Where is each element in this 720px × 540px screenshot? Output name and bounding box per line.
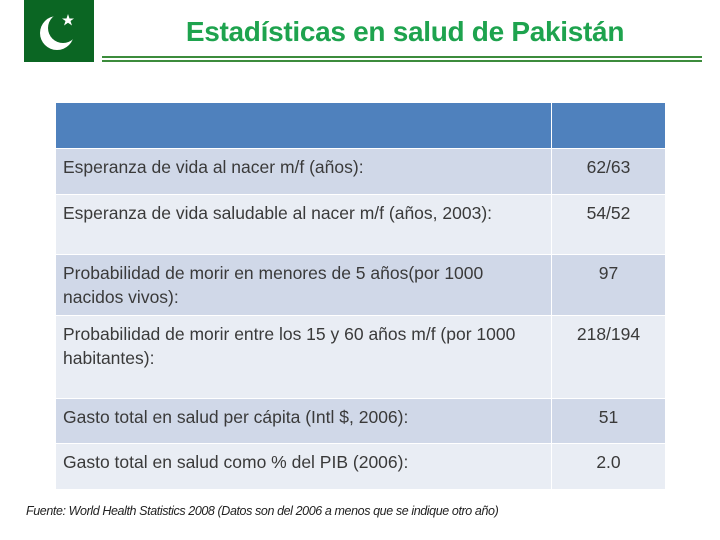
row-value: 54/52 [551,194,666,255]
table-row: Esperanza de vida saludable al nacer m/f… [55,194,666,255]
pakistan-flag-icon [24,0,94,62]
table-row: Gasto total en salud per cápita (Intl $,… [55,398,666,444]
slide-title: Estadísticas en salud de Pakistán [185,16,625,47]
row-label: Probabilidad de morir entre los 15 y 60 … [55,315,552,399]
header-cell [55,102,552,149]
table-row: Esperanza de vida al nacer m/f (años): 62… [55,148,666,195]
title-rule [102,60,702,62]
row-value: 51 [551,398,666,444]
row-value: 218/194 [551,315,666,399]
row-label: Probabilidad de morir en menores de 5 añ… [55,254,552,316]
row-value: 97 [551,254,666,316]
source-footnote: Fuente: World Health Statistics 2008 (Da… [26,504,499,518]
row-value: 2.0 [551,443,666,490]
row-label: Esperanza de vida saludable al nacer m/f… [55,194,552,255]
table-header-row [55,102,666,149]
row-label: Gasto total en salud como % del PIB (200… [55,443,552,490]
title-rule [102,56,702,58]
header-cell [551,102,666,149]
table-row: Gasto total en salud como % del PIB (200… [55,443,666,490]
table-row: Probabilidad de morir entre los 15 y 60 … [55,315,666,399]
row-label: Esperanza de vida al nacer m/f (años): [55,148,552,195]
table-row: Probabilidad de morir en menores de 5 añ… [55,254,666,316]
row-value: 62/63 [551,148,666,195]
health-stats-table: Esperanza de vida al nacer m/f (años): 62… [55,102,666,490]
row-label: Gasto total en salud per cápita (Intl $,… [55,398,552,444]
